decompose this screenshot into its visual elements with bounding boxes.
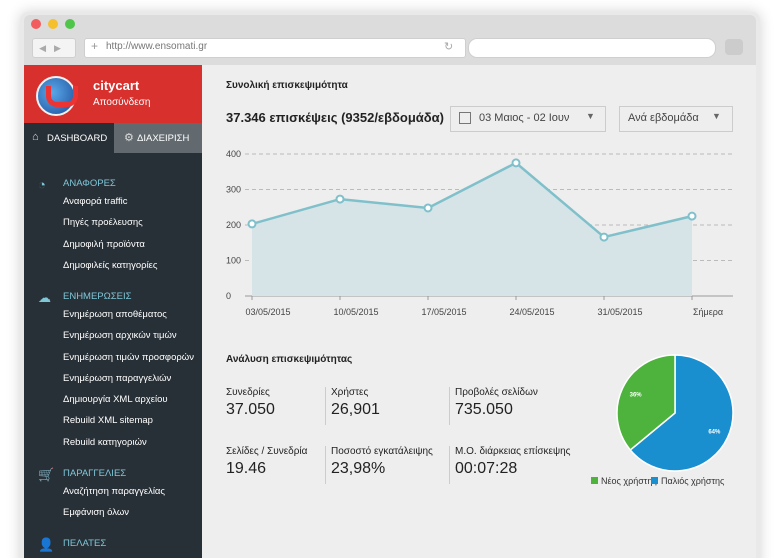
stat-value: 735.050	[455, 401, 513, 418]
back-forward[interactable]: ◀▶	[32, 38, 76, 58]
point	[511, 158, 521, 168]
stat-label: Σελίδες / Συνεδρία	[226, 446, 308, 457]
legend-swatch	[591, 477, 598, 484]
section-title: Συνολική επισκεψιμότητα	[226, 80, 348, 91]
url-text: http://www.ensomati.gr	[106, 41, 208, 52]
area	[252, 162, 692, 296]
point	[687, 211, 697, 221]
separator	[449, 446, 450, 484]
point	[335, 194, 345, 204]
section-icon: ☁	[38, 289, 51, 305]
summary: 37.346 επισκέψεις (9352/εβδομάδα)	[226, 110, 445, 125]
caret: ▼	[586, 111, 595, 121]
gear-icon: ⚙	[124, 132, 134, 144]
stat-label: Προβολές σελίδων	[455, 387, 538, 398]
nav-link[interactable]: Ενημέρωση παραγγελιών	[63, 372, 172, 384]
window-button[interactable]	[48, 19, 58, 29]
legend-swatch	[651, 477, 658, 484]
pie-slice	[616, 354, 676, 452]
nav-link[interactable]: Δημιουργία XML αρχείου	[63, 394, 168, 406]
nav-link[interactable]: Rebuild κατηγοριών	[63, 436, 147, 448]
y-tick-label: 200	[226, 220, 241, 230]
logout-link[interactable]: Αποσύνδεση	[93, 97, 151, 108]
nav-link[interactable]: Αναφορά traffic	[63, 196, 128, 207]
date-dropdown[interactable]	[450, 106, 606, 132]
nav-link[interactable]: Δημοφιλή προϊόντα	[63, 238, 145, 250]
date-text: 03 Μαιος - 02 Ιουν	[479, 112, 570, 124]
separator	[325, 446, 326, 484]
x-tick-label: 24/05/2015	[509, 307, 554, 317]
nav-link[interactable]: Δημοφιλείς κατηγορίες	[63, 259, 158, 271]
slice-label: 64%	[708, 430, 721, 436]
stat-label: Συνεδρίες	[226, 387, 270, 398]
x-tick-label: Σήμερα	[693, 307, 723, 317]
tab-label[interactable]: ΔΙΑΧΕΙΡΙΣΗ	[137, 133, 190, 144]
nav-link[interactable]: Ενημέρωση αποθέματος	[63, 308, 167, 320]
point	[423, 203, 433, 213]
brand: citycart	[93, 78, 140, 93]
x-tick-label: 31/05/2015	[597, 307, 642, 317]
y-tick-label: 0	[226, 291, 231, 301]
nav-link[interactable]: Αναζήτηση παραγγελίας	[63, 485, 166, 497]
nav-link[interactable]: Πηγές προέλευσης	[63, 217, 143, 229]
calendar-icon	[459, 112, 471, 124]
x-tick-label: 03/05/2015	[245, 307, 290, 317]
y-tick-label: 100	[226, 256, 241, 266]
menu-button[interactable]	[725, 39, 743, 55]
stat-label: Μ.Ο. διάρκειας επίσκεψης	[455, 446, 571, 457]
section-icon: 👤	[38, 537, 55, 552]
legend-label: Νέος χρήστης	[601, 476, 657, 486]
address-bar[interactable]	[84, 38, 466, 58]
nav-link[interactable]: Ενημέρωση τιμών προσφορών	[63, 351, 194, 363]
section-title: ΕΝΗΜΕΡΩΣΕΙΣ	[63, 290, 132, 302]
section-title: ΠΑΡΑΓΓΕΛΙΕΣ	[63, 467, 127, 479]
logo-magnet	[46, 86, 78, 107]
nav-link[interactable]: Εμφάνιση όλων	[63, 507, 129, 518]
stat-value: 37.050	[226, 401, 275, 418]
section-title: ΑΝΑΦΟΡΕΣ	[63, 178, 116, 189]
window-button[interactable]	[65, 19, 75, 29]
y-tick-label: 300	[226, 185, 241, 195]
nav-link[interactable]: Rebuild XML sitemap	[63, 415, 153, 427]
point	[599, 232, 609, 242]
main-bg	[202, 65, 756, 558]
legend-label: Παλιός χρήστης	[661, 476, 725, 486]
home-icon: ⌂	[32, 131, 39, 143]
tab-label[interactable]: DASHBOARD	[47, 133, 108, 144]
window-button[interactable]	[31, 19, 41, 29]
section-icon: ◔	[38, 177, 46, 192]
tab-active	[24, 123, 114, 153]
x-tick-label: 17/05/2015	[421, 307, 466, 317]
section-title: ΠΕΛΑΤΕΣ	[63, 538, 107, 549]
period-dropdown[interactable]	[619, 106, 733, 132]
stat-value: 00:07:28	[455, 460, 518, 477]
pie-slice	[629, 354, 734, 472]
stat-value: 23,98%	[331, 460, 386, 477]
caret: ▼	[712, 111, 721, 121]
slice-label: 36%	[630, 392, 643, 398]
stat-label: Ποσοστό εγκατάλειψης	[331, 446, 433, 457]
nav-link[interactable]: Ενημέρωση αρχικών τιμών	[63, 330, 177, 342]
reload-icon: ↻	[444, 41, 454, 53]
section-title: Ανάλυση επισκεψιμότητας	[226, 354, 353, 365]
section-icon: 🛒	[38, 466, 55, 482]
x-tick-label: 10/05/2015	[333, 307, 378, 317]
separator	[449, 387, 450, 425]
stat-value: 19.46	[226, 460, 267, 477]
stat-label: Χρήστες	[331, 387, 369, 398]
plus-icon: +	[91, 39, 99, 53]
period-text: Ανά εβδομάδα	[628, 112, 699, 124]
stat-value: 26,901	[331, 401, 380, 418]
y-tick-label: 400	[226, 149, 241, 159]
tab	[114, 123, 202, 153]
line	[251, 161, 693, 239]
point	[247, 219, 257, 229]
search-bar[interactable]	[468, 38, 716, 58]
separator	[325, 387, 326, 425]
